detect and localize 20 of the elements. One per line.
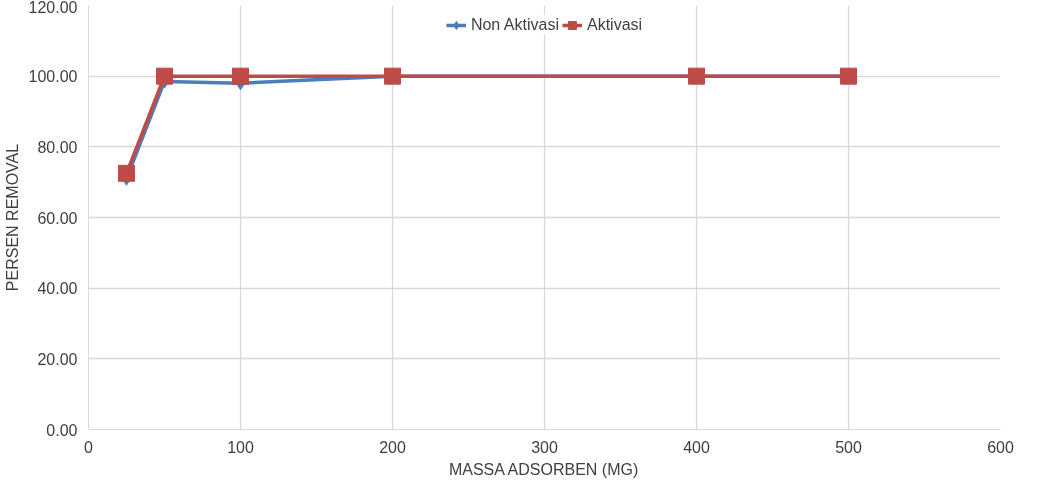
y-tick-label: 20.00 [37, 350, 78, 368]
x-tick-label: 600 [987, 438, 1014, 456]
y-tick-label: 120.00 [28, 0, 78, 16]
y-tick-label: 40.00 [37, 280, 78, 298]
point [118, 164, 135, 182]
x-tick-label: 400 [683, 438, 710, 456]
y-tick-label: 100.00 [28, 68, 78, 86]
x-axis-title: MASSA ADSORBEN (MG) [448, 460, 639, 478]
legend-label: Non Aktivasi [470, 16, 559, 34]
x-tick-label: 0 [84, 438, 94, 456]
x-tick-label: 300 [531, 438, 558, 456]
point [232, 67, 249, 85]
legend-label: Aktivasi [586, 16, 643, 34]
y-tick-label: 80.00 [37, 138, 78, 156]
y-tick-label: 0.00 [46, 421, 78, 439]
x-tick-label: 100 [227, 438, 254, 456]
y-axis-title: PERSEN REMOVAL [3, 143, 21, 292]
x-tick-label: 200 [379, 438, 406, 456]
x-tick-label: 500 [835, 438, 862, 456]
y-tick-label: 60.00 [37, 209, 78, 227]
